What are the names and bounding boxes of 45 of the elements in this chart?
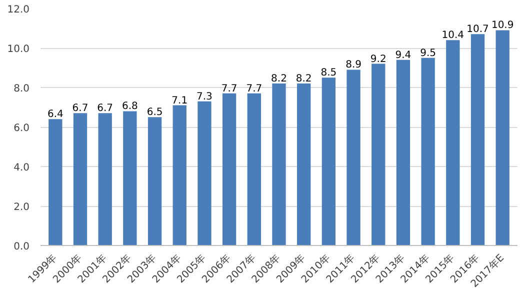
data-label: 7.7 — [246, 83, 262, 94]
bar — [98, 113, 112, 246]
bar — [48, 119, 62, 246]
bar — [372, 64, 386, 246]
data-label: 9.2 — [370, 54, 386, 65]
data-label: 8.5 — [320, 68, 337, 79]
data-label: 6.5 — [146, 107, 163, 118]
bar — [396, 60, 410, 246]
y-tick-label: 0.0 — [14, 242, 30, 252]
y-tick-label: 8.0 — [14, 84, 30, 94]
y-tick-label: 2.0 — [14, 202, 30, 213]
data-label: 6.7 — [72, 103, 88, 114]
data-label: 6.4 — [47, 109, 64, 120]
y-tick-label: 10.0 — [7, 44, 30, 55]
bar — [247, 93, 261, 246]
data-label: 10.9 — [491, 20, 514, 32]
data-label: 7.7 — [221, 83, 238, 94]
bar — [73, 113, 88, 246]
bar — [123, 111, 137, 246]
y-tick-label: 12.0 — [7, 4, 30, 16]
data-label: 6.7 — [97, 103, 114, 114]
bar — [272, 84, 286, 246]
y-tick-label: 4.0 — [14, 162, 30, 174]
bar — [172, 105, 186, 246]
bar — [470, 34, 485, 246]
bar — [346, 70, 360, 246]
data-label: 9.5 — [420, 48, 436, 59]
bar — [222, 93, 236, 246]
bar — [421, 58, 435, 246]
bar — [148, 117, 162, 246]
bar — [496, 30, 510, 246]
bar — [297, 84, 311, 246]
data-label: 10.7 — [466, 24, 489, 36]
data-label: 7.1 — [172, 95, 188, 106]
data-label: 10.4 — [442, 30, 464, 42]
bar — [198, 101, 212, 246]
data-label: 7.3 — [196, 91, 212, 102]
y-tick-label: 6.0 — [14, 123, 30, 134]
data-label: 9.4 — [395, 50, 412, 61]
bar — [322, 78, 336, 246]
data-label: 8.2 — [271, 74, 287, 85]
data-label: 8.9 — [346, 60, 362, 71]
data-label: 6.8 — [122, 101, 138, 112]
data-label: 8.2 — [296, 74, 312, 85]
bar — [446, 40, 460, 246]
